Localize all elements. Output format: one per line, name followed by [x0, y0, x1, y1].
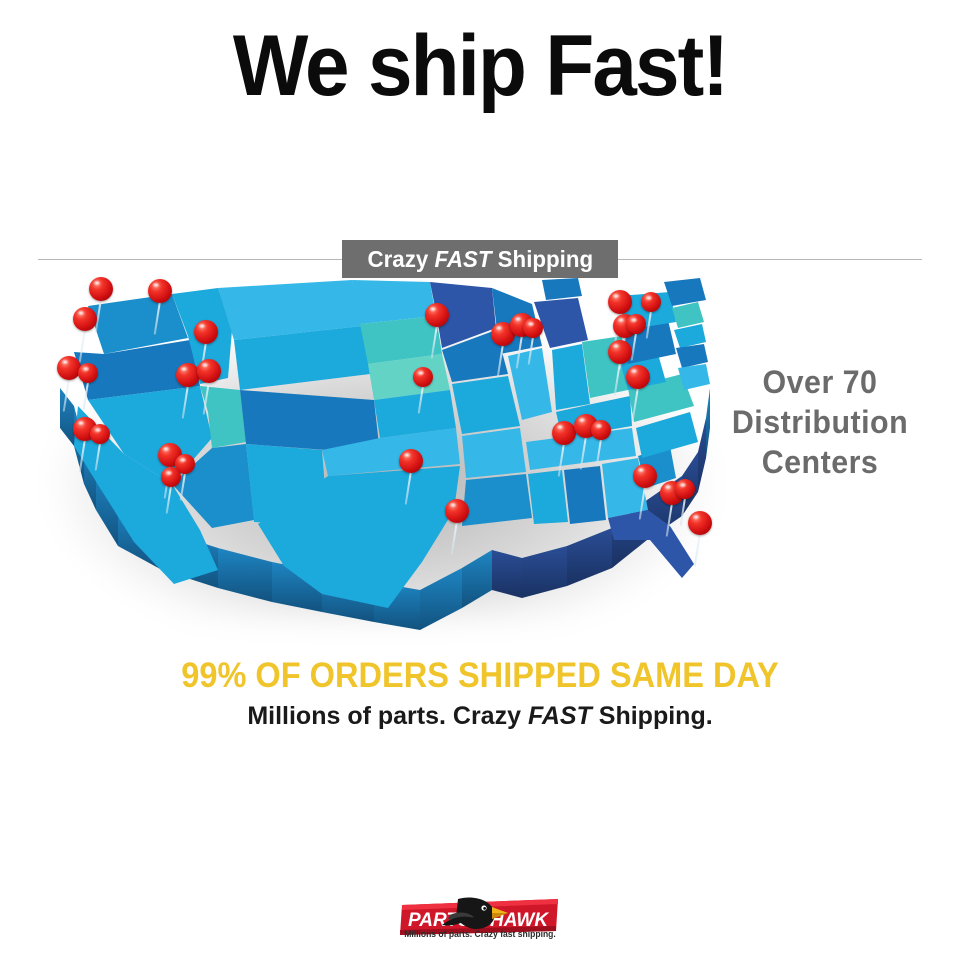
subtitle-emphasis: FAST	[527, 702, 592, 730]
map-pin-head	[413, 367, 433, 387]
crazy-fast-shipping-banner: Crazy FAST Shipping	[342, 240, 618, 278]
page-title: We ship Fast!	[232, 18, 729, 114]
divider-rule-right	[616, 259, 922, 260]
map-pin-head	[626, 365, 650, 389]
map-pin-head	[399, 449, 423, 473]
banner-label: Crazy FAST Shipping	[367, 246, 593, 273]
callout-line-1: Over 70	[762, 364, 878, 400]
map-pin-head	[73, 307, 97, 331]
same-day-tagline: 99% OF ORDERS SHIPPED SAME DAY	[181, 656, 779, 695]
subtitle: Millions of parts. Crazy FAST Shipping.	[0, 699, 960, 733]
logo-word-hawk: HAWK	[490, 910, 549, 931]
map-pin-head	[194, 320, 218, 344]
map-pin-head	[675, 479, 695, 499]
map-pin-head	[78, 363, 98, 383]
us-distribution-map	[22, 277, 742, 648]
map-pin-head	[591, 420, 611, 440]
subtitle-suffix: Shipping.	[591, 702, 713, 730]
map-pin-head	[633, 464, 657, 488]
map-pin-head	[523, 318, 543, 338]
callout-line-3: Centers	[761, 444, 879, 480]
map-pin-head	[89, 277, 113, 301]
map-pin-head	[641, 292, 661, 312]
map-pin-head	[161, 467, 181, 487]
map-pin-head	[552, 421, 576, 445]
subtitle-prefix: Millions of parts. Crazy	[247, 702, 528, 730]
map-pin-head	[175, 454, 195, 474]
map-pin-head	[626, 314, 646, 334]
map-pin-head	[148, 279, 172, 303]
map-pin-head	[608, 290, 632, 314]
banner-prefix: Crazy	[367, 245, 435, 272]
map-pin-head	[688, 511, 712, 535]
parts-hawk-logo[interactable]: PARTS HAWK	[398, 893, 562, 945]
distribution-centers-callout: Over 70 Distribution Centers	[717, 362, 922, 482]
banner-suffix: Shipping	[491, 245, 593, 272]
map-pin-head	[608, 340, 632, 364]
logo-tagline: Millions of parts. Crazy fast shipping.	[404, 929, 556, 939]
banner-emphasis: FAST	[434, 245, 492, 272]
hawk-head-icon	[442, 897, 508, 929]
map-pin-head	[425, 303, 449, 327]
map-pin-head	[90, 424, 110, 444]
map-pin-head	[197, 359, 221, 383]
map-pin-head	[445, 499, 469, 523]
logo-svg: PARTS HAWK	[400, 897, 558, 935]
divider-rule-left	[38, 259, 344, 260]
map-pin-head	[176, 363, 200, 387]
map-pin-head	[57, 356, 81, 380]
callout-line-2: Distribution	[731, 404, 909, 440]
